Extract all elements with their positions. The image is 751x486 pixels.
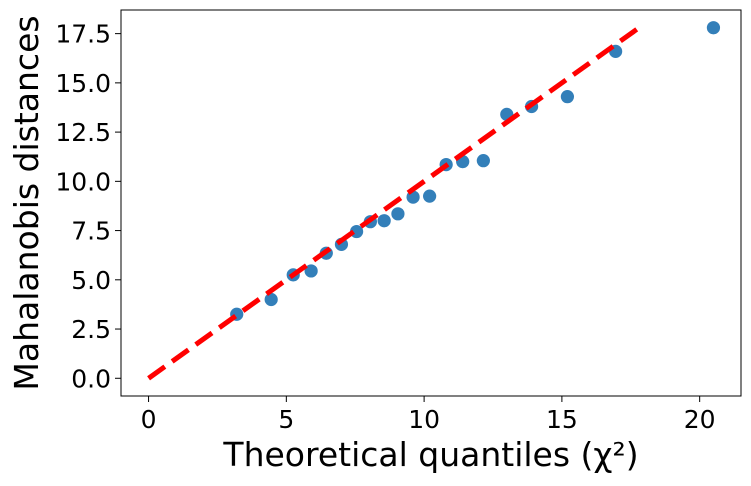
scatter-point xyxy=(706,21,721,35)
x-tick-label: 20 xyxy=(684,405,716,434)
scatter-point xyxy=(391,207,405,221)
x-tick-label: 5 xyxy=(278,405,294,434)
scatter-point xyxy=(423,189,437,203)
y-tick-label: 5.0 xyxy=(71,266,111,295)
plot-area xyxy=(147,21,721,381)
scatter-point xyxy=(304,264,318,278)
axes: 0 5 10 15 20 0.0 2.5 5.0 7.5 10.0 12.5 15.0 17.5 xyxy=(55,9,742,434)
y-tick-label: 12.5 xyxy=(55,118,111,147)
y-axis-label: Mahalanobis distances xyxy=(7,15,46,390)
scatter-point xyxy=(264,292,278,307)
y-tick-label: 15.0 xyxy=(55,69,111,98)
scatter-series xyxy=(230,21,721,321)
reference-line xyxy=(147,25,641,381)
scatter-point xyxy=(476,154,490,168)
y-tick-label: 10.0 xyxy=(55,167,111,196)
y-tick-label: 2.5 xyxy=(71,315,111,344)
axis-labels: Theoretical quantiles (χ²) Mahalanobis d… xyxy=(7,15,639,474)
x-tick-label: 15 xyxy=(546,405,578,434)
y-tick-label: 0.0 xyxy=(71,364,111,393)
x-tick-label: 0 xyxy=(141,405,157,434)
y-tick-label: 17.5 xyxy=(55,20,111,49)
axes-frame xyxy=(120,9,742,397)
y-tick-label: 7.5 xyxy=(71,217,111,246)
x-axis-label: Theoretical quantiles (χ²) xyxy=(222,435,638,474)
scatter-point xyxy=(377,214,391,228)
x-tick-label: 10 xyxy=(408,405,440,434)
scatter-point xyxy=(560,90,575,104)
